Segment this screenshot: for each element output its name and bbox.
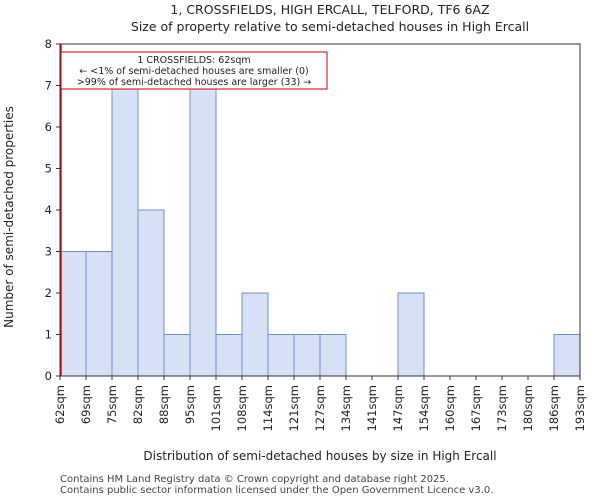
- x-tick-label: 141sqm: [365, 385, 379, 431]
- footer-copyright: Contains HM Land Registry data © Crown c…: [60, 474, 449, 485]
- x-tick-label: 69sqm: [79, 385, 93, 424]
- bar-121sqm: [293, 334, 321, 377]
- x-tick-label: 160sqm: [443, 385, 457, 431]
- x-tick-label: 154sqm: [417, 385, 431, 431]
- annotation-line-1: 1 CROSSFIELDS: 62sqm: [137, 55, 250, 66]
- footer-licence: Contains public sector information licen…: [60, 485, 494, 496]
- bar-147sqm: [397, 292, 425, 377]
- x-tick-label: 62sqm: [53, 385, 67, 424]
- x-tick-label: 134sqm: [339, 385, 353, 431]
- y-axis-label: Number of semi-detached properties: [2, 106, 16, 328]
- bar-114sqm: [267, 334, 295, 377]
- x-tick-label: 95sqm: [183, 385, 197, 424]
- bar-95sqm: [189, 85, 217, 377]
- x-tick-label: 127sqm: [313, 385, 327, 431]
- annotation-frame: [60, 51, 328, 90]
- x-axis-label: Distribution of semi-detached houses by …: [143, 449, 496, 463]
- bar-88sqm: [163, 334, 191, 377]
- x-tick-label: 121sqm: [287, 385, 301, 431]
- y-tick-label: 4: [45, 203, 52, 217]
- x-tick-label: 75sqm: [105, 385, 119, 424]
- x-axis-ticks: 62sqm 69sqm 75sqm 82sqm 88sqm 95sqm 101sqm 108s…: [53, 376, 587, 431]
- bar-186sqm: [553, 334, 581, 377]
- x-tick-label: 147sqm: [391, 385, 405, 431]
- annotation-line-2: ← <1% of semi-detached houses are smalle…: [79, 66, 308, 77]
- bar-82sqm: [137, 209, 165, 377]
- x-tick-label: 82sqm: [131, 385, 145, 424]
- bar-75sqm: [111, 85, 139, 377]
- y-axis-ticks: 0 1 2 3 4 5 6 7 8: [45, 37, 60, 383]
- y-tick-label: 6: [45, 120, 52, 134]
- chart-title: 1, CROSSFIELDS, HIGH ERCALL, TELFORD, TF…: [170, 2, 489, 17]
- x-tick-label: 173sqm: [495, 385, 509, 431]
- x-tick-label: 186sqm: [547, 385, 561, 431]
- x-tick-label: 108sqm: [235, 385, 249, 431]
- x-tick-label: 180sqm: [521, 385, 535, 431]
- y-tick-label: 3: [45, 245, 52, 259]
- chart-subtitle: Size of property relative to semi-detach…: [131, 19, 529, 34]
- x-tick-label: 193sqm: [573, 385, 587, 431]
- y-tick-label: 0: [45, 369, 52, 383]
- plot-frame: [59, 43, 581, 377]
- bar-108sqm: [241, 292, 269, 377]
- bar-127sqm: [319, 334, 347, 377]
- x-tick-label: 88sqm: [157, 385, 171, 424]
- bars-group: [59, 85, 581, 377]
- x-tick-label: 114sqm: [261, 385, 275, 431]
- x-tick-label: 167sqm: [469, 385, 483, 431]
- bar-62sqm: [59, 251, 87, 377]
- y-tick-label: 7: [45, 79, 52, 93]
- y-tick-label: 8: [45, 37, 52, 51]
- x-tick-label: 101sqm: [209, 385, 223, 431]
- annotation-box: 1 CROSSFIELDS: 62sqm ← <1% of semi-detac…: [60, 51, 328, 90]
- y-tick-label: 1: [45, 328, 52, 342]
- bar-101sqm: [215, 334, 243, 377]
- bar-69sqm: [85, 251, 113, 377]
- y-tick-label: 2: [45, 286, 52, 300]
- annotation-line-3: >99% of semi-detached houses are larger …: [77, 77, 311, 88]
- y-tick-label: 5: [45, 162, 52, 176]
